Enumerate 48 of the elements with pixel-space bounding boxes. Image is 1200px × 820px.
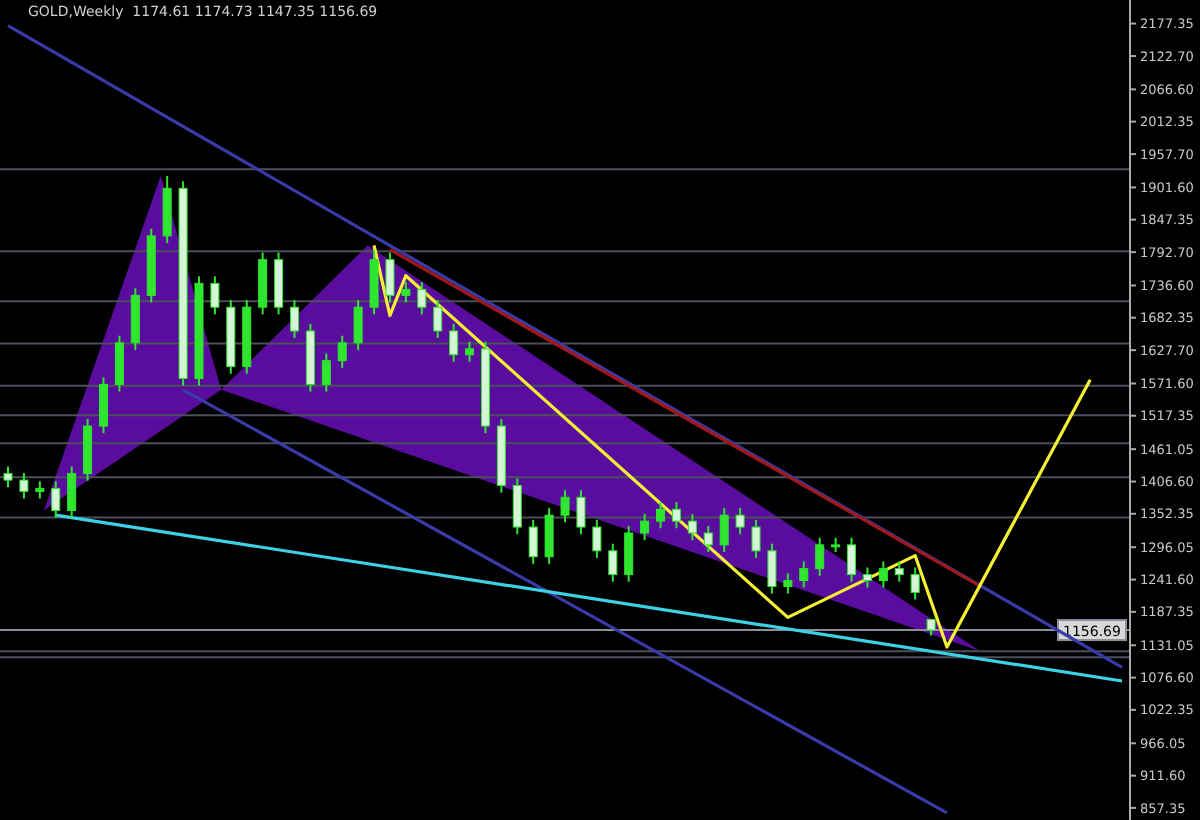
candlestick	[369, 249, 379, 316]
candlestick	[465, 340, 475, 363]
candlestick	[337, 334, 347, 369]
candlestick	[449, 322, 459, 363]
candlestick	[98, 376, 108, 435]
candlestick	[83, 417, 93, 482]
candlestick	[799, 560, 809, 589]
candlestick	[512, 477, 522, 536]
candlestick	[210, 275, 220, 316]
candlestick	[576, 489, 586, 536]
candlestick	[67, 465, 77, 519]
candlestick	[51, 480, 61, 519]
candlestick	[624, 524, 634, 583]
candlestick	[289, 299, 299, 340]
candlestick	[417, 281, 427, 316]
candlestick	[862, 566, 872, 589]
candlestick	[894, 560, 904, 583]
candlestick	[878, 560, 888, 589]
candlestick	[847, 536, 857, 583]
candlestick	[162, 174, 172, 245]
candlestick	[815, 536, 825, 577]
candlestick	[3, 465, 13, 489]
candlestick	[735, 507, 745, 536]
candlestick	[19, 471, 29, 500]
candlestick	[385, 251, 395, 304]
candlestick	[114, 334, 124, 393]
candlestick	[910, 566, 920, 601]
candlestick	[401, 281, 411, 304]
candlestick	[130, 287, 140, 351]
candlestick	[353, 299, 363, 351]
candlestick	[560, 489, 570, 524]
candlestick	[671, 501, 681, 530]
candlestick	[592, 518, 602, 559]
candlestick	[703, 524, 713, 554]
candlestick	[640, 512, 650, 542]
candlestick	[608, 542, 618, 583]
candlestick	[258, 251, 268, 316]
candlestick	[274, 251, 284, 316]
candlestick	[433, 299, 443, 340]
candlestick	[321, 352, 331, 393]
candlestick	[783, 572, 793, 595]
candlestick	[687, 512, 697, 542]
candlestick	[544, 507, 554, 565]
candlestick	[751, 518, 761, 559]
candlestick	[528, 518, 538, 565]
candlestick	[719, 507, 729, 554]
candlestick	[767, 542, 777, 595]
candlestick	[656, 501, 666, 530]
